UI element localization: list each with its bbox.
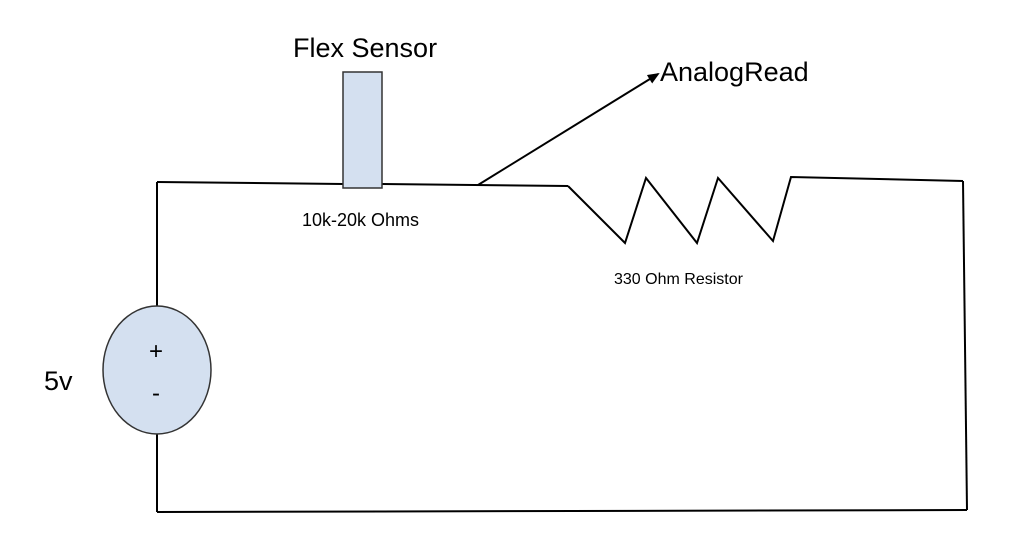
voltage-label: 5v <box>44 366 73 396</box>
minus-terminal-label: - <box>152 380 160 407</box>
resistor-label: 330 Ohm Resistor <box>614 271 744 288</box>
resistor-zigzag <box>567 175 964 246</box>
bottom-wire <box>156 509 968 513</box>
sensor-range-label: 10k-20k Ohms <box>302 210 419 230</box>
voltage-source <box>102 305 212 435</box>
right-wire <box>962 180 968 511</box>
flex-sensor <box>342 71 383 189</box>
plus-terminal-label: + <box>149 338 163 365</box>
top-wire-middle <box>381 183 569 187</box>
flex-sensor-label: Flex Sensor <box>293 33 437 63</box>
top-wire-left <box>156 181 344 185</box>
analog-read-arrow <box>477 72 660 186</box>
analog-read-label: AnalogRead <box>660 57 809 87</box>
